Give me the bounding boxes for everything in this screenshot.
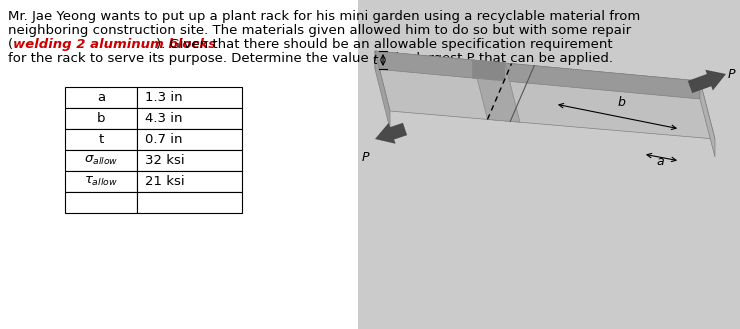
Bar xyxy=(137,129,242,150)
Text: 32 ksi: 32 ksi xyxy=(145,154,184,167)
Polygon shape xyxy=(375,51,715,139)
Bar xyxy=(65,192,137,213)
Text: welding 2 aluminum blocks: welding 2 aluminum blocks xyxy=(13,38,216,51)
Text: b: b xyxy=(97,112,105,125)
Polygon shape xyxy=(375,51,390,129)
Text: t: t xyxy=(98,133,104,146)
Text: for the rack to serve its purpose. Determine the value of the largest P that can: for the rack to serve its purpose. Deter… xyxy=(8,52,613,65)
Bar xyxy=(65,171,137,192)
Text: t: t xyxy=(372,54,377,66)
Bar xyxy=(137,171,242,192)
Text: $\sigma_{allow}$: $\sigma_{allow}$ xyxy=(84,154,118,167)
Text: 21 ksi: 21 ksi xyxy=(145,175,184,188)
Polygon shape xyxy=(375,51,700,99)
Polygon shape xyxy=(700,81,715,157)
Text: 1.3 in: 1.3 in xyxy=(145,91,183,104)
Bar xyxy=(137,108,242,129)
Text: ). Given that there should be an allowable specification requirement: ). Given that there should be an allowab… xyxy=(156,38,613,51)
Text: $\tau_{allow}$: $\tau_{allow}$ xyxy=(84,175,118,188)
Polygon shape xyxy=(473,60,520,122)
Text: a: a xyxy=(656,155,664,168)
Text: neighboring construction site. The materials given allowed him to do so but with: neighboring construction site. The mater… xyxy=(8,24,631,37)
Bar xyxy=(65,150,137,171)
Bar xyxy=(137,192,242,213)
Text: Mr. Jae Yeong wants to put up a plant rack for his mini garden using a recyclabl: Mr. Jae Yeong wants to put up a plant ra… xyxy=(8,10,640,23)
Text: P: P xyxy=(362,151,369,164)
Bar xyxy=(137,150,242,171)
Text: 4.3 in: 4.3 in xyxy=(145,112,183,125)
Text: (: ( xyxy=(8,38,13,51)
Polygon shape xyxy=(375,123,407,144)
Polygon shape xyxy=(473,60,505,81)
Text: b: b xyxy=(617,96,625,109)
Bar xyxy=(358,0,740,329)
Bar xyxy=(137,87,242,108)
Polygon shape xyxy=(687,70,726,93)
Text: P: P xyxy=(728,68,736,81)
Text: a: a xyxy=(97,91,105,104)
Bar xyxy=(65,108,137,129)
Text: 0.7 in: 0.7 in xyxy=(145,133,183,146)
Bar xyxy=(65,87,137,108)
Bar xyxy=(65,129,137,150)
